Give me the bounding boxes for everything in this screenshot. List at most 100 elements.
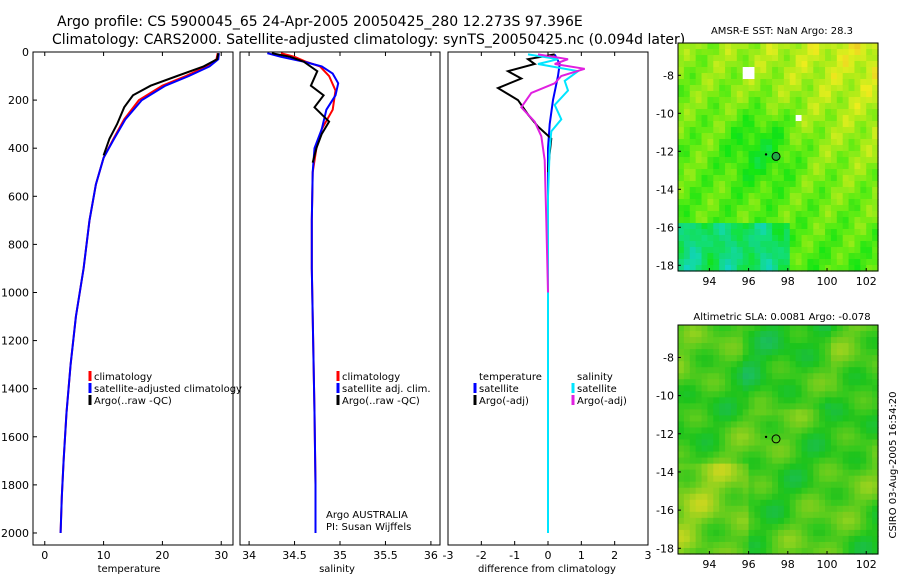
sla_map-cell [707,427,714,435]
sla_map-cell [725,355,732,362]
sla_map-cell [701,451,709,459]
sst_map-cell [807,211,814,218]
sla_map-cell [795,469,803,477]
sla_map-cell [789,337,797,344]
sla_map-cell [766,325,773,332]
sla_map-cell [860,331,867,338]
sla_map-cell [772,451,779,459]
sla_map-cell [801,403,809,410]
sst_map-xtick-label: 100 [817,275,838,288]
sst_map-cell [860,91,867,98]
sla_map-cell [842,385,850,392]
sla_map-cell [742,463,750,471]
sst_map-cell [713,163,720,170]
sst_map-cell [860,61,867,68]
sst_map-cell [713,223,720,230]
sst_map-cell [872,157,879,164]
sst_map-cell [683,127,691,134]
sla_map-cell [866,379,873,386]
sst_map-cell [778,97,785,104]
temperature-panel: 0 10 20 30020040060080010001200140016001800… [1,46,242,575]
sst_map-cell [825,91,832,98]
sla_map-cell [719,451,726,459]
sst_map-cell [866,43,873,50]
sla_map-cell [807,475,814,483]
sla_map-cell [825,337,832,344]
sst_map-cell [783,217,791,224]
sla_map-cell [689,439,697,447]
sla_map-cell [813,367,820,374]
sla_map-cell [695,469,703,477]
sla_map-cell [742,517,750,525]
sla_map-cell [860,343,867,350]
sla_map-cell [701,505,709,513]
sla_map-cell [701,481,709,489]
sst_map-cell [872,103,879,110]
sla_map-cell [730,409,738,416]
sst_map-cell [683,115,691,122]
sla_map-cell [695,439,703,447]
sla_map-cell [866,361,873,368]
sla_map-cell [695,385,703,392]
sla_map-cell [689,403,697,410]
sst_map-cell [760,91,767,98]
sla_map-cell [789,391,797,398]
sla_map-cell [678,457,685,465]
sla_map-cell [866,517,873,525]
sla_map-cell [748,403,756,410]
sst_map-cell [713,139,720,146]
sst_map-cell [707,157,714,164]
sla_map-cell [701,331,709,338]
sla_map-cell [707,541,714,549]
sla_map-cell [830,535,838,543]
sst_map-cell [736,61,744,68]
sla_map-cell [760,421,767,429]
sla_map-cell [848,445,856,453]
sla_map-cell [783,535,791,543]
sla_map-cell [813,511,820,519]
sla_map-cell [866,523,873,531]
sst_map-cell [860,187,867,194]
sst_map-cell [778,163,785,170]
sst_map-cell [695,61,703,68]
sst_map-cell [695,151,703,158]
sst_map-cell [848,211,856,218]
sla_map-cell [766,481,773,489]
sla_map-cell [701,367,709,374]
sla_map-cell [772,367,779,374]
sla_map-cell [836,343,844,350]
sla_map-cell [860,367,867,374]
sst_map-cell [754,43,761,50]
sst_map-cell [695,133,703,140]
sst_map-cell [754,145,761,152]
sla_map-cell [825,469,832,477]
sst_map-cell [766,157,773,164]
sla_map-cell [860,361,867,368]
sla_map-cell [854,547,861,555]
sla_map-cell [772,481,779,489]
sst_map-cell [736,247,744,254]
sla_map-cell [842,409,850,416]
sst_map-cell [842,265,850,272]
sst_map-cell [872,115,879,122]
sst_map-cell [701,235,709,242]
sst_map-cell [772,121,779,128]
sst_map-cell [836,85,844,92]
sst_map-cell [754,229,761,236]
sst_map-cell [830,43,838,50]
sla_map-cell [719,337,726,344]
sst_map-cell [725,241,732,248]
sst_map-cell [825,247,832,254]
sst_map-cell [742,115,750,122]
sst_map-cell [748,49,756,56]
sst_map-cell [836,157,844,164]
sla_map-cell [695,403,703,410]
sla_map-cell [719,397,726,404]
sst_map-cell [748,61,756,68]
sla_map-cell [819,547,826,555]
sst_map-cell [748,55,756,62]
sst_map-cell [778,67,785,74]
sla_map-cell [842,361,850,368]
sst_map-cell [848,229,856,236]
sst_map-cell [866,163,873,170]
